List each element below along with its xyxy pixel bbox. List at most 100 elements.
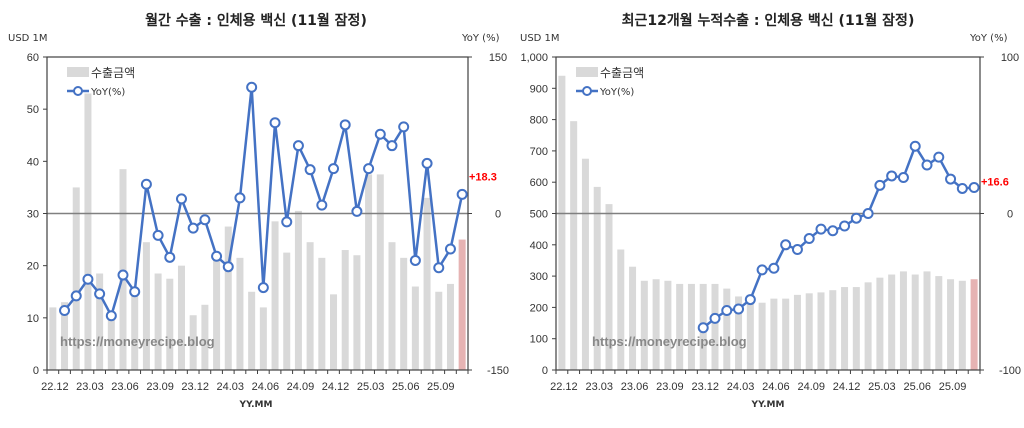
watermark: https://moneyrecipe.blog: [60, 334, 215, 349]
bar: [330, 294, 338, 370]
bar: [224, 226, 232, 370]
x-tick-label: 24.12: [833, 381, 861, 393]
yoy-marker: [234, 192, 246, 204]
bar: [236, 257, 244, 370]
chart-title: 월간 수출 : 인체용 백신 (11월 잠정): [145, 13, 367, 29]
y-tick-label: 500: [530, 209, 548, 221]
y-tick-label: 200: [530, 302, 548, 314]
y2-tick-label: 150: [489, 52, 507, 64]
bar: [640, 280, 648, 370]
yoy-marker: [968, 182, 980, 194]
x-tick-label: 23.12: [691, 381, 719, 393]
bar: [283, 252, 291, 370]
yoy-marker: [756, 264, 768, 276]
y2-tick-label: 0: [495, 209, 501, 221]
x-tick-label: 23.09: [656, 381, 684, 393]
x-tick-label: 24.03: [216, 381, 244, 393]
x-tick-label: 24.03: [727, 381, 755, 393]
yoy-marker: [421, 157, 433, 169]
bar: [189, 315, 197, 370]
y-tick-label: 50: [27, 104, 39, 116]
watermark: https://moneyrecipe.blog: [592, 334, 747, 349]
bar: [652, 279, 660, 370]
bar: [294, 210, 302, 370]
yoy-marker: [363, 163, 375, 175]
yoy-marker: [59, 305, 71, 317]
y-tick-label: 40: [27, 156, 39, 168]
yoy-marker: [164, 251, 176, 263]
yoy-marker: [733, 303, 745, 315]
legend-bar-swatch: [576, 67, 598, 77]
x-tick-label: 22.12: [550, 381, 578, 393]
yoy-marker: [386, 140, 398, 152]
last-value-annotation: +18.3: [469, 171, 497, 183]
bar: [581, 158, 589, 370]
yoy-marker: [409, 254, 421, 266]
bar: [746, 294, 754, 370]
bar: [201, 304, 209, 370]
yoy-marker: [187, 222, 199, 234]
x-tick-label: 24.12: [322, 381, 350, 393]
chart-plot: https://moneyrecipe.blog 0 10 20 30 40 50 60 -15…: [27, 52, 509, 393]
bar: [411, 286, 419, 370]
yoy-marker: [211, 250, 223, 262]
bar: [154, 273, 162, 370]
bar: [935, 276, 943, 370]
bar: [711, 283, 719, 370]
legend-bar-swatch: [67, 67, 89, 77]
yoy-marker: [304, 164, 316, 176]
bar: [758, 302, 766, 370]
y2-tick-label: -100: [999, 365, 1021, 377]
y-tick-label: 30: [27, 209, 39, 221]
yoy-marker: [433, 262, 445, 274]
yoy-marker: [956, 182, 968, 194]
chart-title: 최근12개월 누적수출 : 인체용 백신 (11월 잠정): [621, 13, 915, 29]
y-tick-label: 20: [27, 261, 39, 273]
x-tick-label: 23.12: [181, 381, 209, 393]
y-tick-label: 900: [530, 83, 548, 95]
x-tick-label: 24.06: [762, 381, 790, 393]
x-axis-label: YY.MM: [751, 400, 785, 410]
yoy-marker: [82, 273, 94, 285]
y-tick-label: 0: [542, 365, 548, 377]
legend-bar-label: 수출금액: [600, 66, 644, 80]
bar: [629, 266, 637, 370]
y-tick-label: 700: [530, 146, 548, 158]
bar: [676, 283, 684, 370]
bar: [177, 265, 185, 370]
yoy-marker: [129, 286, 141, 298]
bar: [61, 302, 69, 370]
yoy-marker: [246, 81, 258, 93]
bar: [829, 290, 837, 370]
bar: [306, 242, 314, 370]
yoy-marker: [850, 212, 862, 224]
yoy-marker: [874, 179, 886, 191]
yoy-marker: [933, 151, 945, 163]
bar: [400, 257, 408, 370]
y-tick-label: 400: [530, 240, 548, 252]
yoy-marker: [94, 288, 106, 300]
yoy-marker: [803, 233, 815, 245]
yoy-line: [702, 143, 975, 329]
bar: [96, 273, 104, 370]
yoy-marker: [815, 223, 827, 235]
bar: [131, 291, 139, 370]
bar: [923, 271, 931, 370]
bar: [213, 255, 221, 370]
bar: [723, 288, 731, 370]
bar: [864, 282, 872, 370]
yoy-marker: [374, 128, 386, 140]
yoy-marker: [328, 163, 340, 175]
y2-axis-label: YoY (%): [970, 33, 1008, 44]
yoy-marker: [862, 208, 874, 219]
bar: [947, 279, 955, 370]
bar: [84, 93, 92, 371]
x-tick-label: 24.06: [252, 381, 280, 393]
bar: [142, 242, 150, 370]
bar: [770, 298, 778, 370]
y-tick-label: 10: [27, 313, 39, 325]
yoy-marker: [921, 159, 933, 171]
bar: [341, 250, 349, 370]
y-tick-label: 0: [33, 365, 39, 377]
yoy-marker: [709, 312, 721, 324]
